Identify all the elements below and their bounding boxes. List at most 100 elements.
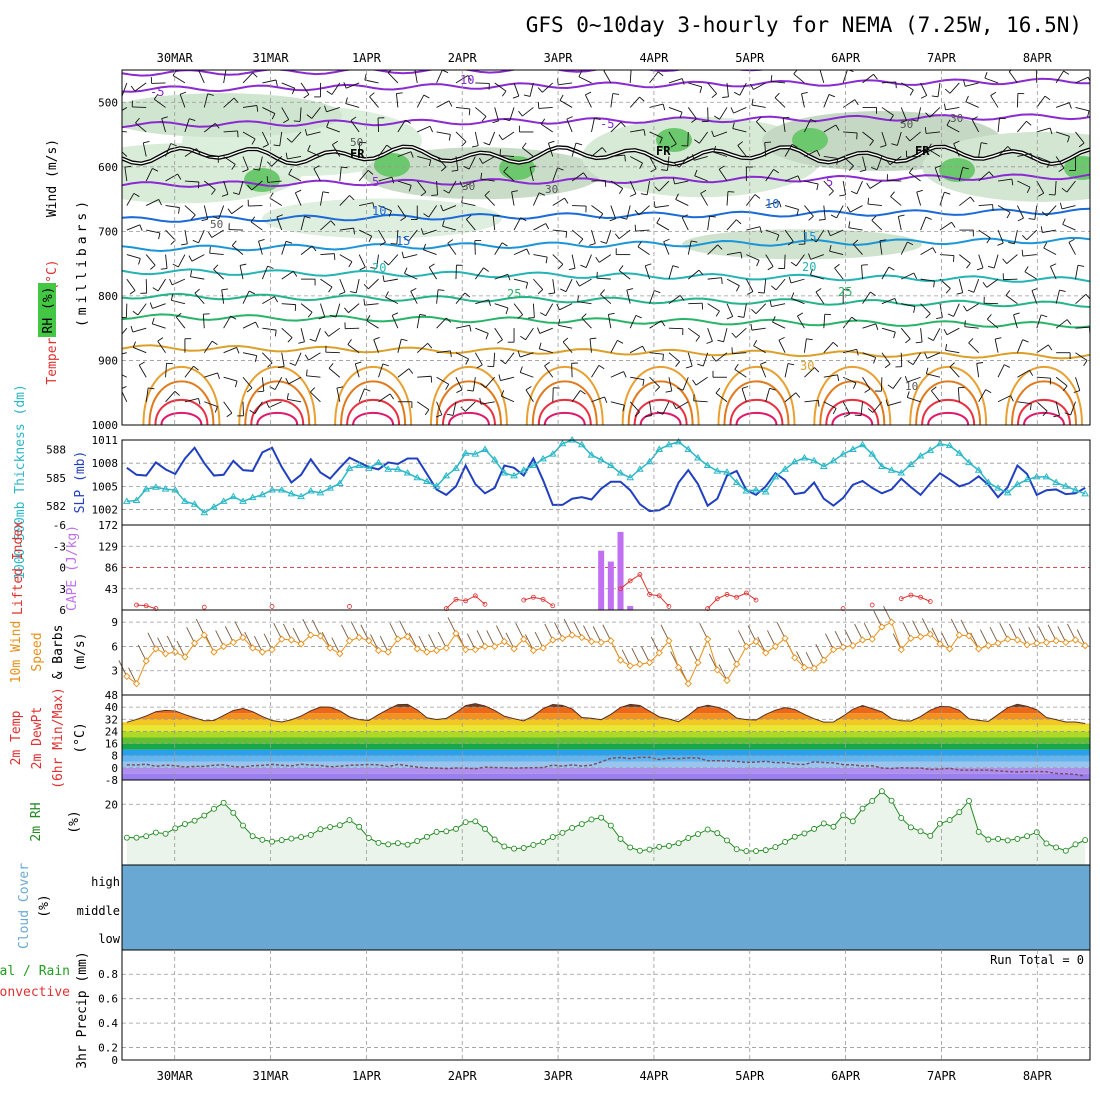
cloud-cell (547, 893, 559, 921)
wind-barb-flag (519, 366, 523, 373)
warm-contour (1011, 380, 1077, 425)
wind-barb (358, 170, 369, 182)
warm-contour (160, 412, 203, 425)
cloud-cell (731, 893, 743, 921)
rh2m-unit: (%) (67, 810, 82, 833)
wind10m-barb (341, 624, 350, 641)
rh-marker (598, 814, 605, 821)
wind-barb (211, 229, 224, 238)
wind10m-barb (825, 633, 834, 650)
isotherm-label: 5 (372, 175, 379, 189)
wind-barb (681, 217, 689, 231)
wind-barb (223, 315, 232, 329)
wind10m-barb (466, 633, 476, 650)
wind-barb-flag (391, 177, 395, 184)
cloud-cell (296, 893, 307, 921)
wind-barb-flag (657, 71, 664, 77)
cloud-cell (809, 893, 820, 921)
cloud-cell (915, 865, 926, 893)
wind-barb (308, 352, 321, 361)
cloud-cell (538, 893, 549, 921)
wind-barb-flag (1073, 390, 1080, 393)
cloud-cell (644, 921, 655, 950)
lifted-index-marker (666, 604, 672, 609)
rh-marker (1014, 835, 1021, 842)
wind-barb (165, 229, 176, 241)
wind10m-barb (312, 619, 321, 637)
wind-barb (751, 327, 766, 331)
wind10m-marker (287, 636, 296, 644)
wind-barb-flag (446, 413, 454, 416)
cloud-cell (489, 893, 501, 921)
wind-barb (153, 98, 166, 108)
wind-barb (842, 70, 848, 84)
wind-barb-flag (888, 266, 895, 271)
warm-contour (250, 399, 305, 425)
wind-barb (699, 131, 709, 144)
temp-band (122, 743, 1090, 750)
rh-contour-label: 50 (210, 218, 223, 231)
wind-barb (300, 245, 313, 255)
cloud-cell (576, 893, 588, 921)
wind-barb (585, 254, 592, 268)
warm-contour (909, 365, 988, 425)
thickness-marker (752, 486, 760, 493)
cloud-cell (412, 865, 423, 893)
cloud-cell (722, 921, 733, 950)
wind10m-barb (766, 630, 776, 647)
rh-marker (540, 838, 547, 845)
wind10m-barb (1028, 626, 1038, 644)
date-label-bottom: 4APR (639, 1069, 669, 1083)
wind-barb-flag (492, 120, 499, 124)
cloud-cell (789, 893, 801, 921)
rh-marker (423, 833, 430, 840)
wind-barb (455, 377, 463, 391)
wind-barb (774, 97, 786, 108)
wind-barb (934, 167, 941, 182)
wind-barb-flag (369, 92, 375, 98)
temp-band (122, 689, 1090, 695)
cloud-cell (393, 865, 404, 893)
wind-barb-flag (944, 191, 951, 195)
wind10m-marker (549, 636, 557, 644)
wind-barb (1075, 131, 1085, 144)
bottom-date-axis: 30MAR 31MAR 1APR 2APR 3APR 4APR 5APR 6APR 7APR 8A… (157, 1069, 1053, 1083)
wind-barb (455, 156, 459, 171)
wind10m-barb (166, 635, 176, 653)
rh-marker (627, 844, 634, 851)
wind10m-marker (897, 646, 905, 654)
wind-barb (1075, 293, 1087, 304)
wind10m-barb (1057, 626, 1067, 643)
rh-marker (433, 828, 440, 835)
cloud-cell (915, 921, 926, 950)
wind-barb-flag (538, 342, 542, 349)
wind-barb (610, 205, 617, 219)
cloud-cell (160, 893, 171, 921)
wind-barb (532, 303, 535, 318)
wind-barb-flag (931, 386, 937, 392)
wind-barb-flag (642, 345, 646, 352)
thickness-tick-label: 585 (46, 472, 66, 485)
wind-barb-flag (642, 379, 645, 386)
cloud-cell (625, 865, 636, 893)
wind-barb (630, 376, 645, 381)
cloud-cell (964, 893, 975, 921)
wind-barb (358, 254, 366, 268)
cloud-cell (180, 893, 191, 921)
wind-barb-flag (700, 189, 707, 194)
wind-barb (447, 243, 457, 255)
wind-barb-flag (298, 341, 305, 344)
cloud-cell (170, 865, 181, 893)
wind-barb (958, 279, 964, 293)
wind-barb-flag (640, 193, 648, 196)
wind-barb (887, 401, 902, 407)
wind-barb (313, 168, 321, 182)
wind-barb-flag (212, 216, 220, 220)
wind-barb (161, 118, 166, 133)
wind-barb (436, 131, 451, 135)
cloud-cell (228, 921, 239, 950)
wind-barb-flag (1024, 266, 1029, 272)
temp-band (122, 755, 1090, 762)
temp-tick-label: 48 (105, 689, 118, 702)
cloud-cell (673, 921, 684, 950)
